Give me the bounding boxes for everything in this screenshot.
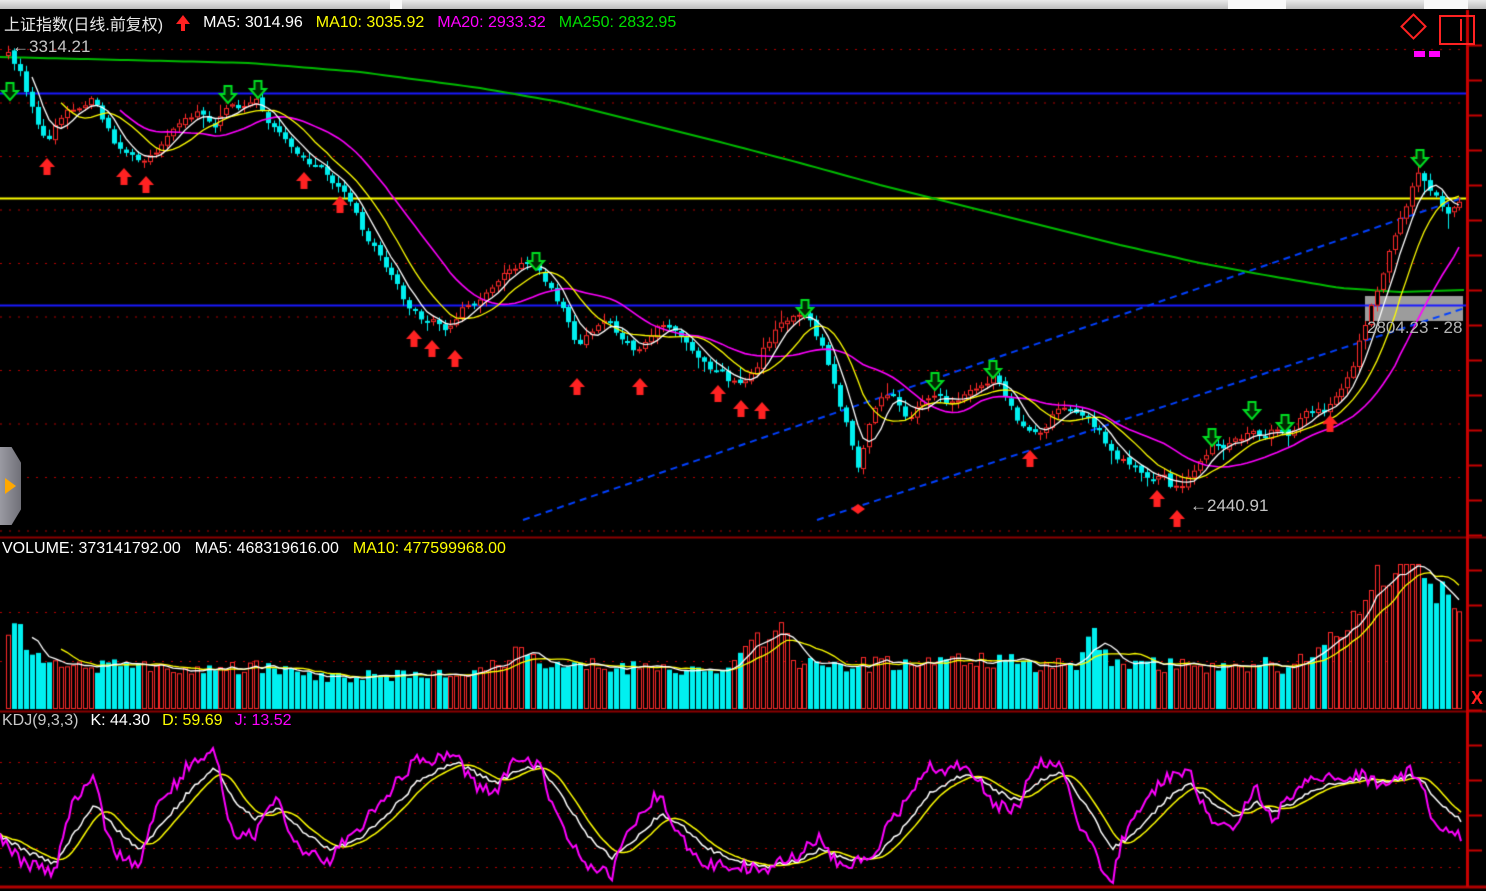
window-seam [390, 0, 402, 9]
gap-price-label: 2804.23 - 28 [1367, 318, 1463, 337]
instrument-title: 上证指数(日线.前复权) [4, 17, 164, 34]
ma250-value: MA250: 2832.95 [558, 14, 677, 31]
ma20-value: MA20: 2933.32 [437, 14, 546, 31]
low-price-label: ←2440.91 [1190, 496, 1269, 515]
kdj-k-value: K: 44.30 [90, 712, 151, 729]
kdj-d-value: D: 59.69 [162, 712, 223, 729]
trend-up-arrow-icon [176, 14, 191, 32]
pane-divider [1459, 19, 1462, 41]
window-seam [1424, 0, 1468, 9]
kdj-header: KDJ(9,3,3) K: 44.30 D: 59.69 J: 13.52 [2, 712, 292, 730]
window-top-strip [0, 0, 1486, 9]
ma10-value: MA10: 3035.92 [315, 14, 425, 31]
volume-value: VOLUME: 373141792.00 [2, 540, 181, 557]
main-chart-header: 上证指数(日线.前复权) MA5: 3014.96 MA10: 3035.92 … [4, 11, 676, 35]
sidebar-expand-handle[interactable] [0, 447, 21, 525]
window-indicator-dash [1414, 51, 1425, 57]
high-price-label: ←3314.21 [12, 37, 91, 56]
kdj-title: KDJ(9,3,3) [2, 712, 79, 729]
volume-ma5-value: MA5: 468319616.00 [194, 540, 339, 557]
ma5-value: MA5: 3014.96 [203, 14, 303, 31]
expand-arrow-icon [5, 478, 16, 494]
x-marker-button[interactable]: X [1471, 688, 1484, 708]
kdj-j-value: J: 13.52 [234, 712, 292, 729]
volume-header: VOLUME: 373141792.00 MA5: 468319616.00 M… [2, 540, 506, 558]
multi-window-icon[interactable] [1439, 15, 1475, 45]
volume-ma10-value: MA10: 477599968.00 [352, 540, 506, 557]
window-indicator-dash [1429, 51, 1440, 57]
window-seam [1228, 0, 1286, 9]
